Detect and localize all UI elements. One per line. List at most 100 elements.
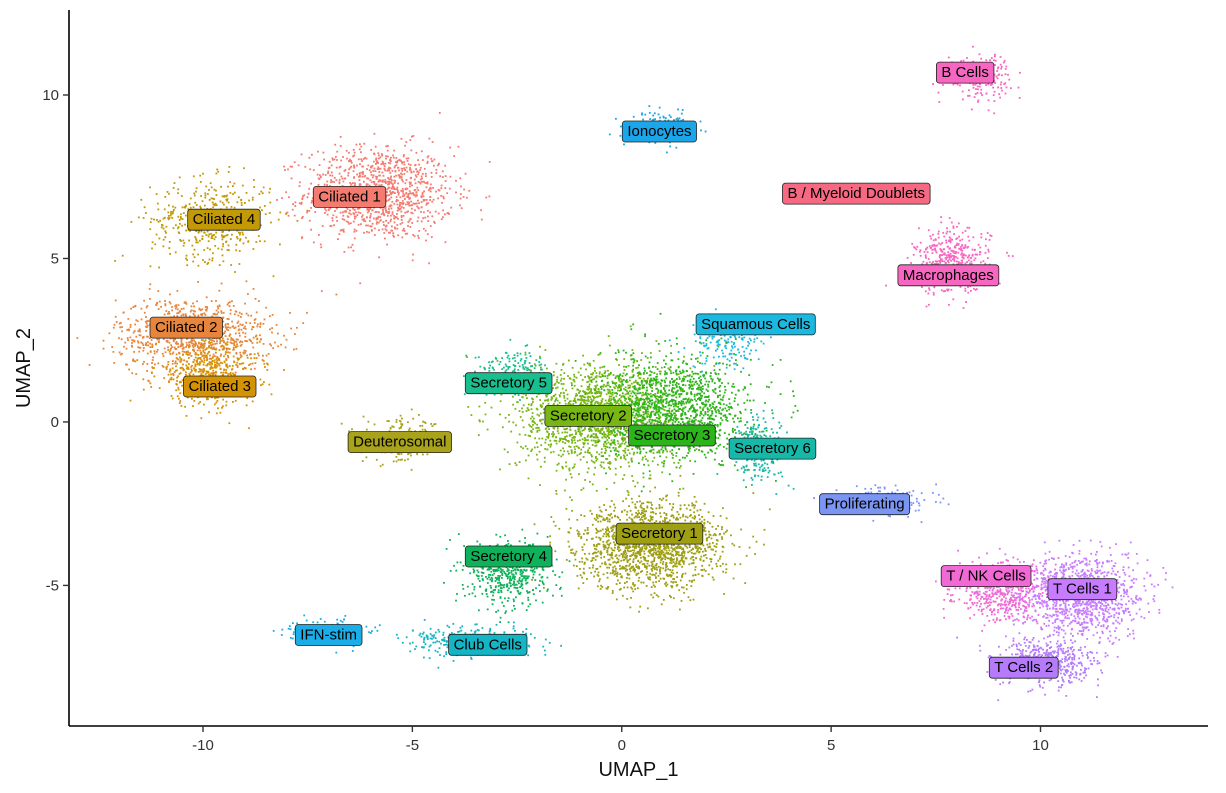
data-point [160, 305, 162, 308]
data-point [174, 305, 177, 308]
data-point [209, 374, 212, 376]
data-point [395, 421, 398, 423]
data-point [409, 168, 412, 171]
data-point [416, 170, 419, 173]
data-point [656, 378, 659, 381]
data-point [409, 166, 411, 169]
data-point [335, 166, 338, 169]
data-point [406, 232, 409, 235]
data-point [332, 158, 334, 161]
data-point [369, 215, 372, 217]
data-point [381, 180, 384, 183]
data-point [941, 242, 944, 244]
data-point [218, 357, 220, 360]
cluster-points-0 [229, 112, 491, 292]
data-point [221, 238, 224, 241]
data-point [262, 360, 265, 362]
data-point [975, 288, 978, 290]
data-point [212, 197, 214, 200]
data-point [131, 339, 134, 342]
data-point [336, 220, 338, 222]
data-point [251, 196, 254, 199]
data-point [340, 422, 343, 425]
data-point [232, 193, 234, 195]
data-point [966, 246, 969, 249]
data-point [967, 255, 970, 258]
data-point [409, 185, 411, 188]
data-point [170, 376, 173, 379]
data-point [354, 184, 357, 187]
data-point [747, 344, 749, 347]
data-point [405, 187, 408, 190]
data-point [263, 205, 266, 207]
data-point [179, 356, 181, 359]
data-point [245, 321, 247, 324]
data-point [137, 330, 140, 333]
data-point [596, 451, 598, 454]
data-point [580, 402, 582, 404]
data-point [365, 428, 368, 431]
data-point [322, 151, 325, 154]
data-point [401, 173, 403, 176]
data-point [394, 188, 397, 191]
data-point [353, 215, 356, 218]
data-point [669, 116, 672, 118]
data-point [564, 402, 567, 405]
data-point [268, 212, 271, 214]
data-point [369, 208, 372, 210]
data-point [971, 248, 974, 251]
data-point [389, 177, 392, 179]
data-point [235, 352, 238, 354]
data-point [980, 88, 983, 91]
data-point [153, 375, 156, 378]
data-point [516, 401, 519, 403]
data-point [631, 370, 634, 372]
data-point [735, 353, 737, 356]
data-point [424, 172, 427, 175]
data-point [221, 254, 224, 257]
data-point [546, 393, 549, 396]
data-point [398, 453, 401, 456]
data-point [144, 320, 147, 323]
data-point [355, 211, 357, 214]
data-point [192, 310, 195, 312]
data-point [111, 346, 114, 348]
data-point [177, 215, 180, 218]
data-point [568, 445, 570, 448]
data-point [620, 456, 622, 459]
data-point [182, 347, 185, 350]
data-point [964, 262, 967, 265]
data-point [235, 346, 237, 349]
data-point [114, 299, 117, 302]
data-point [229, 301, 231, 303]
data-point [590, 402, 593, 405]
data-point [948, 258, 951, 261]
data-point [352, 249, 355, 252]
data-point [519, 352, 522, 355]
data-point [932, 291, 935, 294]
data-point [390, 175, 392, 178]
data-point [193, 248, 196, 251]
data-point [595, 444, 598, 447]
data-point [262, 322, 265, 325]
data-point [334, 143, 337, 146]
data-point [180, 240, 182, 242]
data-point [974, 289, 977, 291]
data-point [188, 353, 191, 356]
data-point [680, 112, 683, 115]
data-point [1001, 74, 1003, 77]
data-point [383, 180, 386, 183]
data-point [124, 341, 127, 344]
data-point [234, 332, 237, 335]
data-point [375, 158, 377, 161]
data-point [182, 313, 185, 316]
data-point [173, 371, 176, 373]
data-point [644, 455, 647, 458]
data-point [297, 164, 300, 167]
data-point [233, 361, 236, 364]
data-point [162, 217, 165, 220]
data-point [323, 183, 326, 186]
data-point [394, 227, 396, 230]
data-point [214, 245, 217, 247]
data-point [514, 360, 517, 362]
